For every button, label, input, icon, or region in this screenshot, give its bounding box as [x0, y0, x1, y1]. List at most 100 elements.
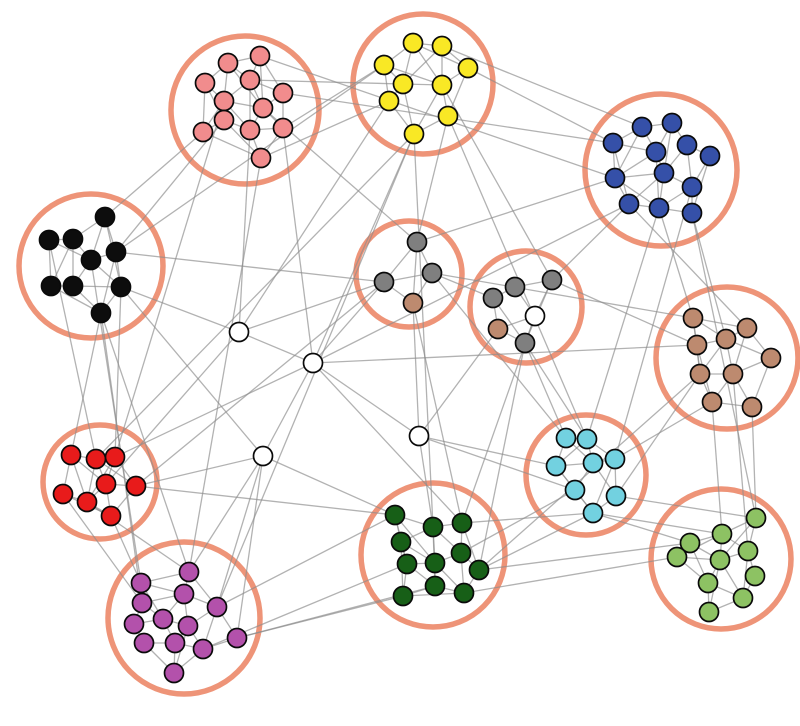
- cluster-ring-cyan: [523, 412, 649, 538]
- node-purple-8: [133, 632, 155, 654]
- edge: [135, 281, 385, 487]
- node-yellow-4: [392, 73, 414, 95]
- edge: [614, 401, 713, 460]
- node-yellow-6: [378, 90, 400, 112]
- node-brown-1: [736, 317, 758, 339]
- node-blue-0: [631, 116, 653, 138]
- node-purple-5: [152, 608, 174, 630]
- node-black-5: [40, 275, 62, 297]
- node-blue-1: [661, 112, 683, 134]
- node-green_dark-8: [424, 575, 446, 597]
- edge: [586, 207, 660, 440]
- node-black-2: [62, 228, 84, 250]
- edge: [249, 79, 404, 85]
- edge: [312, 281, 385, 364]
- edge: [478, 342, 526, 571]
- node-white-3: [252, 445, 274, 467]
- node-pink-5: [252, 97, 274, 119]
- node-pink-10: [192, 121, 214, 143]
- node-blue-4: [645, 141, 667, 163]
- node-gray_center-2: [373, 271, 395, 293]
- node-purple-10: [192, 638, 214, 660]
- node-cyan-0: [555, 427, 577, 449]
- cluster-ring-green_dark: [358, 480, 508, 630]
- edge: [431, 272, 567, 439]
- node-purple-9: [164, 632, 186, 654]
- node-purple-3: [131, 592, 153, 614]
- node-yellow-5: [431, 74, 453, 96]
- node-red-1: [85, 448, 107, 470]
- node-purple-4: [206, 596, 228, 618]
- node-green_light-0: [745, 507, 767, 529]
- node-cyan-6: [605, 485, 627, 507]
- node-yellow-0: [402, 32, 424, 54]
- cluster-ring-red: [40, 422, 160, 542]
- edge: [115, 251, 385, 283]
- edge: [551, 279, 698, 346]
- edge: [463, 556, 678, 594]
- node-gray_right-0: [504, 276, 526, 298]
- edge: [236, 455, 264, 639]
- edge: [188, 157, 262, 573]
- edge: [691, 212, 727, 340]
- cluster-ring-blue: [582, 91, 740, 249]
- node-gray_right-3: [524, 305, 546, 327]
- node-brown-6: [722, 363, 744, 385]
- edge: [104, 131, 204, 218]
- edge: [120, 286, 240, 333]
- cluster-ring-black: [16, 191, 166, 341]
- cluster-ring-brown: [653, 284, 800, 432]
- node-green_light-9: [698, 601, 720, 623]
- node-pink-7: [213, 109, 235, 131]
- edge: [416, 177, 616, 243]
- node-black-4: [105, 241, 127, 263]
- edge: [282, 127, 314, 364]
- node-pink-3: [239, 69, 261, 91]
- node-blue-3: [676, 134, 698, 156]
- node-purple-6: [177, 615, 199, 637]
- edge: [418, 328, 499, 437]
- edge: [460, 489, 576, 554]
- node-gray_center-0: [406, 231, 428, 253]
- edge: [751, 406, 757, 519]
- edge: [312, 362, 463, 524]
- node-gray_center-1: [421, 262, 443, 284]
- edge: [262, 362, 314, 457]
- node-cyan-5: [564, 479, 586, 501]
- edge: [312, 133, 415, 364]
- node-purple-2: [173, 583, 195, 605]
- node-yellow-3: [457, 57, 479, 79]
- node-brown-2: [686, 334, 708, 356]
- edge: [524, 342, 588, 440]
- node-blue-2: [602, 132, 624, 154]
- node-red-3: [95, 473, 117, 495]
- node-black-8: [90, 302, 112, 324]
- node-yellow-1: [431, 35, 453, 57]
- node-green_light-3: [737, 540, 759, 562]
- edge: [524, 342, 567, 439]
- node-green_dark-10: [453, 582, 475, 604]
- node-gray_right-5: [514, 332, 536, 354]
- node-purple-11: [226, 627, 248, 649]
- node-white-0: [228, 321, 250, 343]
- edge: [135, 485, 396, 516]
- node-yellow-2: [373, 54, 395, 76]
- node-blue-6: [604, 167, 626, 189]
- node-brown-4: [760, 347, 782, 369]
- node-purple-12: [163, 662, 185, 684]
- edge: [105, 331, 240, 485]
- edge: [658, 207, 694, 319]
- node-gray_right-4: [487, 318, 509, 340]
- node-blue-7: [653, 162, 675, 184]
- node-blue-11: [681, 202, 703, 224]
- node-black-0: [94, 206, 116, 228]
- edge: [592, 512, 723, 535]
- edge: [188, 455, 264, 573]
- node-pink-0: [217, 52, 239, 74]
- node-pink-11: [250, 147, 272, 169]
- node-green_light-2: [679, 532, 701, 554]
- node-pink-8: [239, 119, 261, 141]
- edge: [260, 100, 390, 159]
- node-brown-3: [715, 328, 737, 350]
